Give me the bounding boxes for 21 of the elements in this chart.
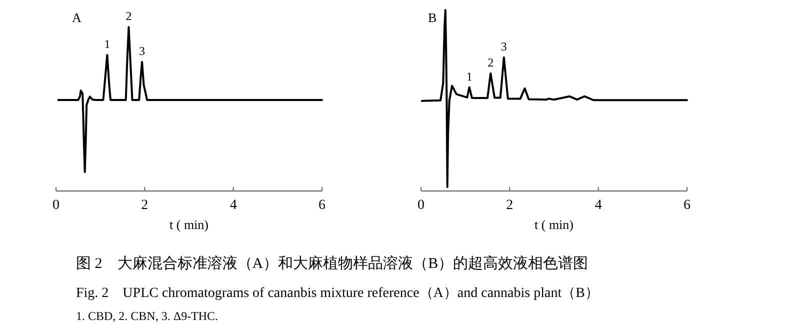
x-tick-label: 0 bbox=[418, 198, 424, 213]
chart-title: B bbox=[428, 10, 437, 25]
x-tick-label: 6 bbox=[318, 198, 326, 213]
x-tick-label: 2 bbox=[506, 198, 514, 213]
x-tick-label: 2 bbox=[141, 198, 148, 213]
x-axis-title: t ( min) bbox=[170, 217, 208, 232]
annotation: 1 bbox=[104, 37, 110, 52]
text: 1. CBD, 2. CBN, 3. Δ9-THC. bbox=[76, 309, 218, 323]
x-axis-title: t ( min) bbox=[534, 217, 574, 232]
annotation: 2 bbox=[126, 9, 132, 23]
x-tick-label: 0 bbox=[52, 198, 60, 213]
annotation: 1 bbox=[466, 69, 472, 84]
caption: Fig. 2 UPLC chromatograms of cananbis mixture reference（A）and cannabis plant（B） bbox=[76, 286, 599, 301]
caption: 图 2 大麻混合标准溶液（A）和大麻植物样品溶液（B）的超高效液相色谱图 bbox=[76, 255, 588, 272]
x-tick-label: 4 bbox=[230, 198, 237, 213]
annotation: 3 bbox=[139, 44, 146, 58]
annotation: 3 bbox=[500, 39, 507, 54]
annotation: 2 bbox=[488, 55, 494, 70]
x-tick-label: 6 bbox=[684, 198, 690, 213]
x-tick-label: 4 bbox=[594, 198, 602, 213]
chart-title: A bbox=[72, 10, 82, 25]
